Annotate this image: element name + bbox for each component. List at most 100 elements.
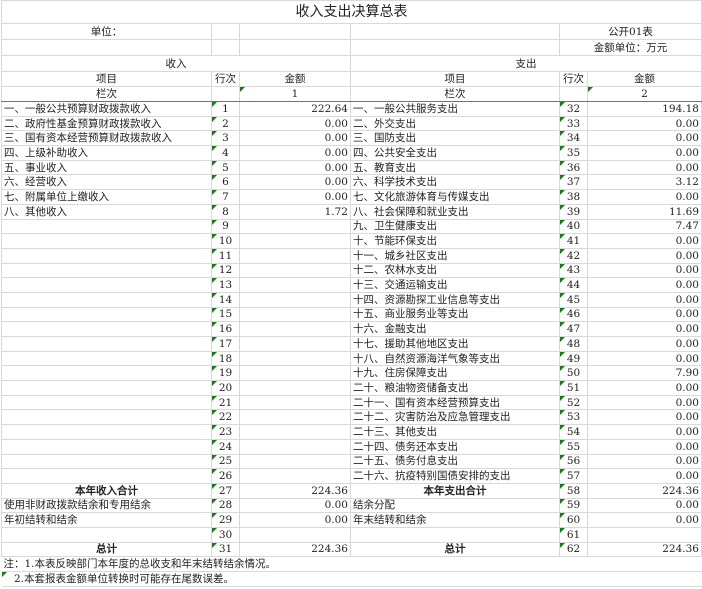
expense-amount-cell[interactable]: 0.00	[587, 336, 702, 352]
income-line-cell[interactable]: 13	[211, 277, 240, 293]
income-amount-cell[interactable]	[239, 409, 351, 426]
expense-amount-cell[interactable]: 224.36	[587, 482, 702, 499]
expense-amount-cell[interactable]: 0.00	[587, 424, 702, 440]
income-line-cell[interactable]: 10	[211, 233, 240, 249]
expense-amount-cell[interactable]: 0.00	[587, 159, 702, 176]
amount-unit[interactable]: 金额单位：万元	[559, 39, 702, 56]
expense-line-cell[interactable]: 57	[559, 468, 588, 484]
income-amount-cell[interactable]: 0.00	[239, 159, 351, 176]
income-item-cell[interactable]	[1, 247, 212, 264]
income-amount-cell[interactable]	[239, 380, 351, 396]
note-2[interactable]: 2.本套报表金额单位转换时可能存在尾数误差。	[1, 571, 702, 587]
income-amount-cell[interactable]	[239, 262, 351, 279]
expense-line-cell[interactable]: 61	[559, 526, 588, 543]
expense-line-cell[interactable]: 52	[559, 394, 588, 411]
expense-line-cell[interactable]: 43	[559, 262, 588, 279]
income-line-header[interactable]: 行次	[211, 71, 240, 87]
expense-amount-cell[interactable]: 224.36	[587, 541, 702, 558]
income-item-cell[interactable]	[1, 321, 212, 337]
expense-item-cell[interactable]	[350, 526, 560, 543]
cell[interactable]	[239, 23, 351, 40]
income-line-cell[interactable]: 15	[211, 306, 240, 323]
expense-item-cell[interactable]: 六、科学技术支出	[350, 174, 560, 191]
income-amount-cell[interactable]	[239, 526, 351, 543]
expense-amount-cell[interactable]: 0.00	[587, 394, 702, 411]
expense-amount-cell[interactable]: 0.00	[587, 291, 702, 308]
income-item-cell[interactable]	[1, 394, 212, 411]
expense-line-cell[interactable]: 58	[559, 482, 588, 499]
expense-amount-cell[interactable]: 0.00	[587, 380, 702, 396]
expense-amount-cell[interactable]: 11.69	[587, 203, 702, 220]
expense-amount-cell[interactable]: 0.00	[587, 145, 702, 161]
expense-amount-cell[interactable]: 0.00	[587, 497, 702, 514]
expense-item-cell[interactable]: 本年支出合计	[350, 482, 560, 499]
income-line-cell[interactable]: 14	[211, 291, 240, 308]
expense-line-cell[interactable]: 45	[559, 291, 588, 308]
income-line-cell[interactable]: 31	[211, 541, 240, 558]
sheet-title[interactable]: 收入支出决算总表	[1, 0, 702, 24]
expense-line-cell[interactable]: 37	[559, 174, 588, 191]
expense-amount-cell[interactable]: 0.00	[587, 277, 702, 293]
income-item-cell[interactable]: 一、一般公共预算财政拨款收入	[1, 101, 212, 117]
income-line-cell[interactable]: 2	[211, 115, 240, 132]
income-line-cell[interactable]: 3	[211, 130, 240, 147]
income-item-header[interactable]: 项目	[1, 71, 212, 87]
expense-amount-cell[interactable]: 0.00	[587, 233, 702, 249]
cell[interactable]	[1, 39, 212, 56]
income-line-cell[interactable]: 18	[211, 350, 240, 367]
income-line-cell[interactable]: 12	[211, 262, 240, 279]
expense-item-cell[interactable]: 九、卫生健康支出	[350, 218, 560, 235]
expense-item-cell[interactable]: 二、外交支出	[350, 115, 560, 132]
income-amount-cell[interactable]	[239, 438, 351, 455]
income-line-cell[interactable]: 7	[211, 189, 240, 205]
income-line-cell[interactable]: 29	[211, 512, 240, 528]
cell[interactable]	[211, 23, 240, 40]
expense-line-header[interactable]: 行次	[559, 71, 588, 87]
income-line-cell[interactable]: 11	[211, 247, 240, 264]
expense-line-cell[interactable]: 54	[559, 424, 588, 440]
expense-amount-cell[interactable]: 0.00	[587, 306, 702, 323]
income-line-cell[interactable]: 22	[211, 409, 240, 426]
income-item-cell[interactable]: 三、国有资本经营预算财政拨款收入	[1, 130, 212, 147]
income-line-cell[interactable]: 20	[211, 380, 240, 396]
income-item-cell[interactable]: 使用非财政拨款结余和专用结余	[1, 497, 212, 514]
income-amount-cell[interactable]	[239, 247, 351, 264]
expense-line-cell[interactable]: 34	[559, 130, 588, 147]
income-item-cell[interactable]: 五、事业收入	[1, 159, 212, 176]
income-item-cell[interactable]	[1, 424, 212, 440]
expense-amount-cell[interactable]	[587, 526, 702, 543]
income-item-cell[interactable]	[1, 438, 212, 455]
expense-amount-cell[interactable]: 0.00	[587, 453, 702, 470]
income-item-cell[interactable]	[1, 350, 212, 367]
expense-line-cell[interactable]: 47	[559, 321, 588, 337]
income-item-cell[interactable]	[1, 365, 212, 382]
expense-item-cell[interactable]: 二十六、抗疫特别国债安排的支出	[350, 468, 560, 484]
expense-item-cell[interactable]: 十六、金融支出	[350, 321, 560, 337]
income-item-cell[interactable]: 八、其他收入	[1, 203, 212, 220]
income-item-cell[interactable]	[1, 468, 212, 484]
income-line-cell[interactable]: 27	[211, 482, 240, 499]
expense-amount-cell[interactable]: 0.00	[587, 409, 702, 426]
expense-item-cell[interactable]: 四、公共安全支出	[350, 145, 560, 161]
expense-amount-header[interactable]: 金额	[587, 71, 702, 87]
expense-line-cell[interactable]: 44	[559, 277, 588, 293]
income-amount-cell[interactable]: 222.64	[239, 101, 351, 117]
income-line-cell[interactable]: 28	[211, 497, 240, 514]
unit-label[interactable]: 单位：	[1, 23, 212, 40]
expense-amount-cell[interactable]: 194.18	[587, 101, 702, 117]
expense-item-cell[interactable]: 年末结转和结余	[350, 512, 560, 528]
expense-item-cell[interactable]: 十三、交通运输支出	[350, 277, 560, 293]
expense-amount-cell[interactable]: 0.00	[587, 115, 702, 132]
expense-item-cell[interactable]: 二十一、国有资本经营预算支出	[350, 394, 560, 411]
expense-item-cell[interactable]: 二十三、其他支出	[350, 424, 560, 440]
income-item-cell[interactable]: 四、上级补助收入	[1, 145, 212, 161]
income-line-cell[interactable]: 5	[211, 159, 240, 176]
expense-column-no-label[interactable]: 栏次	[350, 86, 560, 102]
income-amount-cell[interactable]	[239, 306, 351, 323]
expense-line-cell[interactable]: 53	[559, 409, 588, 426]
income-amount-cell[interactable]: 224.36	[239, 541, 351, 558]
income-amount-cell[interactable]: 0.00	[239, 189, 351, 205]
expense-item-header[interactable]: 项目	[350, 71, 560, 87]
expense-item-cell[interactable]: 二十五、债务付息支出	[350, 453, 560, 470]
expense-line-cell[interactable]: 50	[559, 365, 588, 382]
